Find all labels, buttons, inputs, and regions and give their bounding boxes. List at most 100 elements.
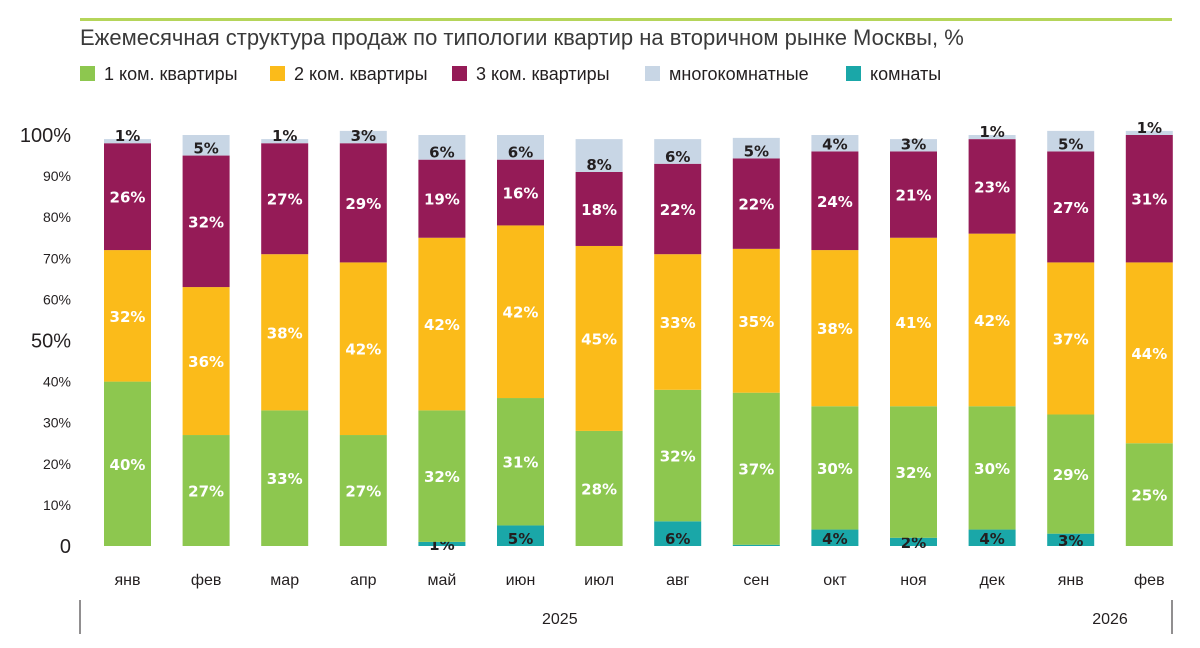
data-label: 32% (896, 464, 932, 482)
data-label: 22% (660, 201, 696, 219)
chart-title: Ежемесячная структура продаж по типологи… (80, 25, 964, 50)
bar-segment (182, 155, 230, 288)
data-label: 30% (817, 460, 853, 478)
data-label: 33% (660, 314, 696, 332)
legend-item-1-room: 1 ком. квартиры (80, 64, 238, 85)
y-tick-label: 70% (43, 250, 71, 266)
data-label: 42% (974, 312, 1010, 330)
data-label: 4% (822, 135, 847, 153)
data-label: 28% (581, 480, 617, 498)
data-label: 1% (115, 127, 140, 145)
data-label: 38% (817, 320, 853, 338)
bar-segment (1047, 533, 1095, 546)
data-label: 2% (901, 534, 926, 552)
bar-segment (261, 254, 309, 411)
bar-segment (104, 143, 151, 251)
data-label: 42% (424, 316, 460, 334)
bar-segment (732, 392, 780, 545)
bar-segment (968, 135, 1016, 140)
x-tick-label: авг (666, 572, 689, 589)
data-label: 23% (974, 178, 1010, 196)
legend-swatch-1-room (80, 66, 95, 81)
bar-segment (654, 389, 702, 522)
x-tick-label: июл (584, 572, 614, 589)
data-label: 22% (738, 196, 774, 214)
bar-segment (104, 381, 151, 546)
data-label: 35% (738, 313, 774, 331)
legend-item-multi-room: многокомнатные (645, 64, 809, 85)
x-tick-label: янв (115, 572, 141, 589)
bar-segment (811, 135, 859, 152)
bar-segment (654, 139, 702, 164)
data-label: 32% (424, 468, 460, 486)
data-label: 5% (744, 142, 769, 160)
bar-segment (497, 525, 544, 546)
bar-segment (654, 163, 702, 255)
bar-segment (575, 171, 623, 246)
bar-segment (339, 130, 387, 144)
data-label: 1% (272, 127, 297, 145)
x-tick-label: окт (823, 572, 847, 589)
data-label: 40% (110, 456, 146, 474)
bar-segment (182, 287, 230, 436)
bar-segment (1125, 443, 1173, 546)
x-tick-label: мар (270, 572, 299, 589)
x-tick-label: дек (979, 572, 1005, 589)
y-tick-label: 60% (43, 291, 71, 307)
data-label: 45% (581, 330, 617, 348)
bar-segment (968, 139, 1016, 234)
bar-segment (890, 237, 937, 407)
data-label: 29% (345, 195, 381, 213)
data-label: 21% (896, 187, 932, 205)
data-label: 37% (738, 461, 774, 479)
bar-segment (182, 435, 230, 546)
data-label: 19% (424, 191, 460, 209)
year-label: 2026 (1092, 611, 1128, 628)
data-label: 37% (1053, 330, 1089, 348)
data-label: 27% (267, 191, 303, 209)
data-label: 32% (188, 213, 224, 231)
year-label: 2025 (542, 611, 578, 628)
bar-segment (497, 159, 544, 226)
x-tick-label: апр (350, 572, 377, 589)
data-label: 1% (1137, 119, 1162, 137)
bar-segment (418, 159, 466, 238)
x-tick-label: ноя (900, 572, 926, 589)
x-tick-label: фев (191, 572, 222, 589)
title-rule (80, 18, 1172, 21)
bar-segment (968, 233, 1016, 407)
y-tick-label: 20% (43, 456, 71, 472)
data-label: 41% (896, 314, 932, 332)
bar-segment (654, 521, 702, 546)
data-label: 6% (508, 144, 533, 162)
bar-segment (890, 151, 937, 238)
bar-segment (811, 151, 859, 251)
x-tick-label: янв (1058, 572, 1084, 589)
data-label: 29% (1053, 466, 1089, 484)
data-label: 8% (586, 156, 611, 174)
bar-segment (1125, 135, 1173, 263)
data-label: 27% (188, 483, 224, 501)
legend-label-2-room: 2 ком. квартиры (294, 64, 428, 84)
bar-segment (732, 544, 780, 546)
y-tick-label: 90% (43, 168, 71, 184)
data-label: 32% (110, 308, 146, 326)
bar-segment (1047, 151, 1095, 263)
legend-item-rooms: комнаты (846, 64, 941, 85)
y-tick-label: 50% (31, 331, 71, 353)
bar-segment (811, 406, 859, 530)
y-tick-label: 80% (43, 209, 71, 225)
bar-segment (261, 143, 309, 255)
data-label: 44% (1131, 345, 1167, 363)
bar-segment (339, 435, 387, 546)
data-label: 38% (267, 324, 303, 342)
data-label: 3% (1058, 532, 1083, 550)
legend-label-3-room: 3 ком. квартиры (476, 64, 610, 84)
y-tick-label: 10% (43, 497, 71, 513)
data-label: 31% (503, 454, 539, 472)
data-label: 5% (193, 140, 218, 158)
legend-item-3-room: 3 ком. квартиры (452, 64, 610, 85)
data-label: 4% (979, 530, 1004, 548)
bar-segment (968, 529, 1016, 546)
data-label: 26% (110, 189, 146, 207)
